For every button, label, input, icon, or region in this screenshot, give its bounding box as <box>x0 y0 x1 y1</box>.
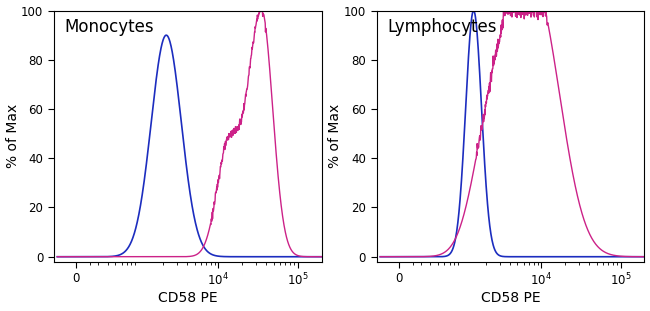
Y-axis label: % of Max: % of Max <box>6 104 20 168</box>
Text: Monocytes: Monocytes <box>64 18 154 36</box>
X-axis label: CD58 PE: CD58 PE <box>480 291 540 305</box>
X-axis label: CD58 PE: CD58 PE <box>158 291 217 305</box>
Y-axis label: % of Max: % of Max <box>328 104 343 168</box>
Text: Lymphocytes: Lymphocytes <box>387 18 497 36</box>
